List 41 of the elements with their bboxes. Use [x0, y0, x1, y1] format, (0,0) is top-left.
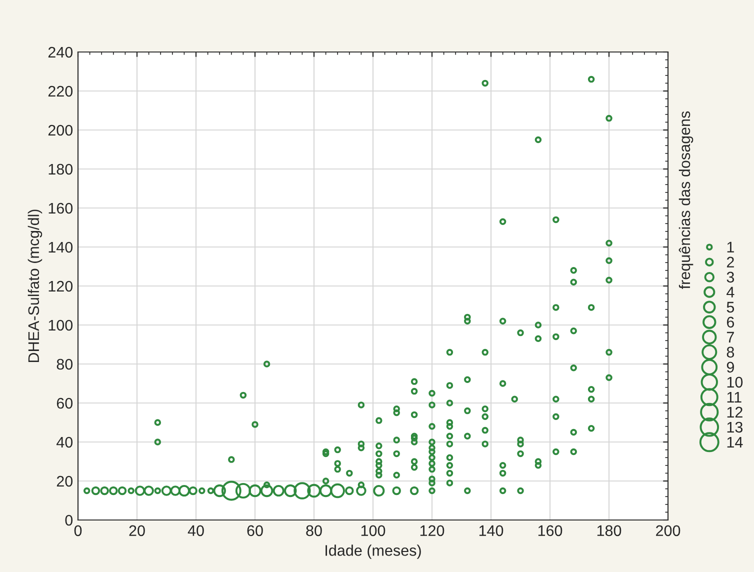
y-tick-label: 180: [48, 164, 73, 175]
y-tick-label: 140: [48, 242, 73, 253]
x-tick-label: 80: [306, 525, 322, 536]
y-tick-label: 160: [48, 202, 73, 214]
x-tick-label: 120: [420, 525, 444, 536]
legend-label: 5: [726, 302, 734, 313]
legend-label: 8: [726, 346, 734, 358]
legend-label: 1: [727, 242, 734, 252]
legend-label: 10: [727, 376, 743, 388]
legend-label: 6: [726, 316, 734, 328]
legend-label: 2: [726, 256, 734, 268]
legend-label: 13: [727, 422, 743, 433]
y-tick-label: 120: [48, 280, 73, 292]
legend-title: frequências das dosagens: [678, 111, 694, 289]
y-tick-label: 240: [48, 46, 73, 58]
y-tick-label: 40: [56, 436, 73, 448]
legend-label: 7: [726, 332, 734, 342]
y-tick-label: 80: [56, 358, 73, 370]
x-tick-label: 140: [479, 525, 504, 536]
x-tick-label: 180: [597, 525, 622, 536]
x-tick-label: 160: [538, 525, 562, 536]
legend-label: 9: [726, 362, 734, 373]
x-tick-label: 60: [247, 525, 263, 536]
legend-label: 12: [727, 406, 742, 418]
x-tick-label: 20: [129, 525, 145, 536]
legend-label: 14: [727, 436, 743, 448]
y-tick-label: 20: [56, 476, 73, 487]
y-tick-label: 0: [65, 514, 73, 526]
y-tick-label: 100: [48, 320, 73, 331]
legend-label: 4: [726, 286, 734, 298]
x-tick-label: 200: [656, 525, 680, 536]
y-axis-title: DHEA-Sulfato (mcg/dl): [28, 210, 42, 362]
x-tick-label: 100: [361, 525, 386, 536]
legend-label: 3: [726, 272, 734, 283]
y-tick-label: 60: [56, 398, 73, 409]
x-tick-label: 0: [74, 525, 82, 536]
x-axis-title: Idade (meses): [326, 544, 421, 559]
legend-label: 11: [727, 392, 742, 402]
x-tick-label: 40: [188, 525, 204, 536]
y-tick-label: 200: [48, 124, 73, 136]
y-tick-label: 220: [48, 86, 73, 97]
